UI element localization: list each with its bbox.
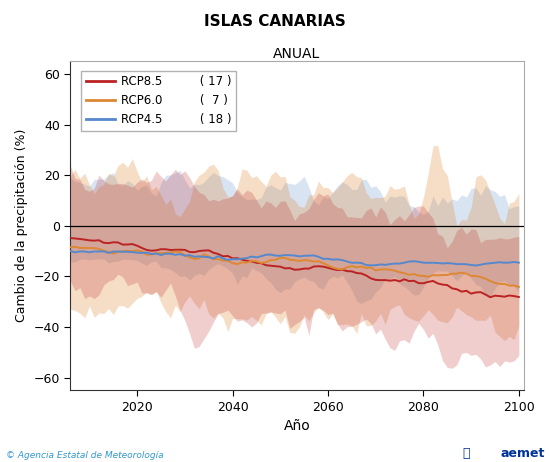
Title: ANUAL: ANUAL [273,47,321,61]
Text: © Agencia Estatal de Meteorología: © Agencia Estatal de Meteorología [6,451,163,460]
Text: Ⓟ: Ⓟ [463,447,470,460]
Text: ISLAS CANARIAS: ISLAS CANARIAS [204,14,346,29]
Legend: RCP8.5          ( 17 ), RCP6.0          (  7 ), RCP4.5          ( 18 ): RCP8.5 ( 17 ), RCP6.0 ( 7 ), RCP4.5 ( 18… [81,71,236,131]
Text: aemet: aemet [500,447,544,460]
X-axis label: Año: Año [284,419,310,433]
Y-axis label: Cambio de la precipitación (%): Cambio de la precipitación (%) [15,129,28,322]
